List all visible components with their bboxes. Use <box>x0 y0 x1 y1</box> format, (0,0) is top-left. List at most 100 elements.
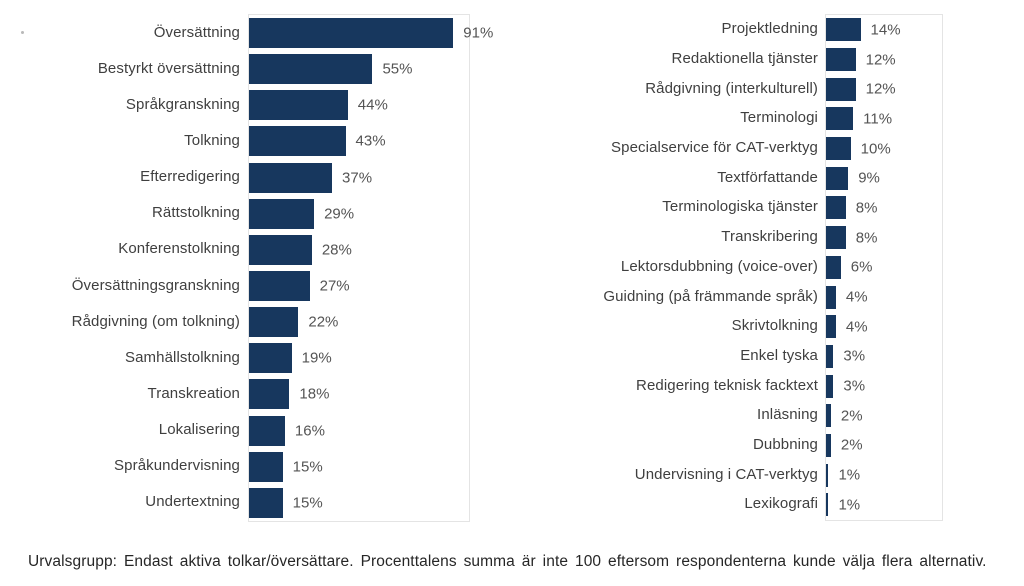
category-label: Översättningsgranskning <box>71 276 240 294</box>
bar-row: 28% <box>249 232 469 268</box>
category-label: Språkgranskning <box>125 95 240 113</box>
category-label: Enkel tyska <box>740 346 818 364</box>
bar-row: 4% <box>826 312 942 342</box>
category-label: Rådgivning (om tolkning) <box>71 312 240 330</box>
value-label: 2% <box>840 407 863 425</box>
value-label: 1% <box>838 496 861 514</box>
value-label: 44% <box>357 96 388 114</box>
bar-row: 22% <box>249 304 469 340</box>
bar <box>249 18 454 49</box>
bar-row: 4% <box>826 282 942 312</box>
value-label: 16% <box>294 422 325 440</box>
bar <box>249 126 346 157</box>
category-label: Terminologiska tjänster <box>662 198 818 216</box>
value-label: 2% <box>840 436 863 454</box>
bar <box>826 18 861 42</box>
category-label: Rättstolkning <box>151 204 240 222</box>
value-label: 18% <box>299 385 330 403</box>
value-label: 9% <box>858 169 880 187</box>
value-label: 6% <box>850 258 873 276</box>
category-label: Projektledning <box>721 20 818 38</box>
bar <box>826 107 854 131</box>
bar <box>826 493 829 517</box>
value-label: 11% <box>863 110 893 128</box>
bar <box>249 415 285 446</box>
category-label: Efterredigering <box>140 168 240 186</box>
value-label: 29% <box>324 205 355 223</box>
value-label: 37% <box>342 169 373 187</box>
bar-row: 12% <box>826 74 942 104</box>
category-label: Bestyrkt översättning <box>97 59 240 77</box>
bar <box>826 77 856 101</box>
bar-row: 18% <box>249 376 469 412</box>
bar <box>826 463 829 487</box>
value-label: 8% <box>855 229 878 247</box>
value-label: 14% <box>870 21 901 39</box>
bar-row: 27% <box>249 268 469 304</box>
chart-right-plot-area: 14% 12% 12% 11% 10% 9% 8% 8% 6% 4% 4% 3% 3% 2% 2% 1% 1% <box>825 14 943 521</box>
category-label: Redaktionella tjänster <box>671 50 818 68</box>
bar <box>826 433 831 457</box>
bar-row: 3% <box>826 342 942 372</box>
category-label: Rådgivning (interkulturell) <box>645 79 818 97</box>
bar-row: 1% <box>826 490 942 520</box>
bar <box>249 271 310 302</box>
value-label: 91% <box>463 24 494 42</box>
bar-row: 2% <box>826 401 942 431</box>
chart-services-main: Översättning Bestyrkt översättning Språkgr… <box>10 14 493 522</box>
bar-row: 91% <box>249 15 493 51</box>
chart-right-category-labels: Projektledning Redaktionella tjänster Rådg… <box>520 14 818 519</box>
category-label: Inläsning <box>757 406 818 424</box>
bar-row: 1% <box>826 460 942 490</box>
bar-row: 55% <box>249 51 469 87</box>
bar <box>249 343 292 374</box>
bar <box>826 315 836 339</box>
category-label: Guidning (på främmande språk) <box>603 287 818 305</box>
bar <box>249 90 348 121</box>
bar-row: 10% <box>826 134 942 164</box>
bar <box>826 137 851 161</box>
bar <box>249 162 333 193</box>
category-label: Textförfattande <box>717 168 818 186</box>
category-label: Terminologi <box>740 109 818 127</box>
chart-services-secondary: Projektledning Redaktionella tjänster Rådg… <box>520 14 943 521</box>
value-label: 1% <box>838 466 861 484</box>
value-label: 10% <box>860 140 891 158</box>
category-label: Transkribering <box>721 228 818 246</box>
bar-row: 43% <box>249 123 469 159</box>
bar-row: 3% <box>826 371 942 401</box>
category-label: Undertextning <box>145 493 240 511</box>
bar-row: 14% <box>826 15 942 45</box>
chart-left-plot-area: 91% 55% 44% 43% 37% 29% 28% 27% 22% 19% 18% 16% 15% 1… <box>248 14 493 522</box>
value-label: 22% <box>308 313 339 331</box>
bar <box>249 54 373 85</box>
value-label: 28% <box>321 241 352 259</box>
value-label: 43% <box>355 132 386 150</box>
footnote: Urvalsgrupp: Endast aktiva tolkar/översä… <box>28 553 987 570</box>
bar <box>826 196 846 220</box>
bar-row: 8% <box>826 223 942 253</box>
value-label: 15% <box>292 494 323 512</box>
bar <box>826 404 831 428</box>
value-label: 55% <box>382 60 413 78</box>
category-label: Tolkning <box>184 131 240 149</box>
bar-row: 2% <box>826 431 942 461</box>
value-label: 12% <box>865 51 896 69</box>
category-label: Lexikografi <box>744 495 818 513</box>
category-label: Dubbning <box>752 435 818 453</box>
stray-dot-artifact <box>21 31 24 34</box>
bar <box>826 255 841 279</box>
bar-row: 37% <box>249 160 469 196</box>
bar-row: 8% <box>826 193 942 223</box>
bar-row: 11% <box>826 104 942 134</box>
bar-row: 15% <box>249 485 469 521</box>
bar-row: 19% <box>249 340 469 376</box>
value-label: 19% <box>301 349 332 367</box>
bar <box>249 451 283 482</box>
bar-row: 9% <box>826 163 942 193</box>
value-label: 4% <box>845 318 868 336</box>
value-label: 3% <box>843 347 866 365</box>
bar <box>826 374 834 398</box>
bar-row: 44% <box>249 87 469 123</box>
